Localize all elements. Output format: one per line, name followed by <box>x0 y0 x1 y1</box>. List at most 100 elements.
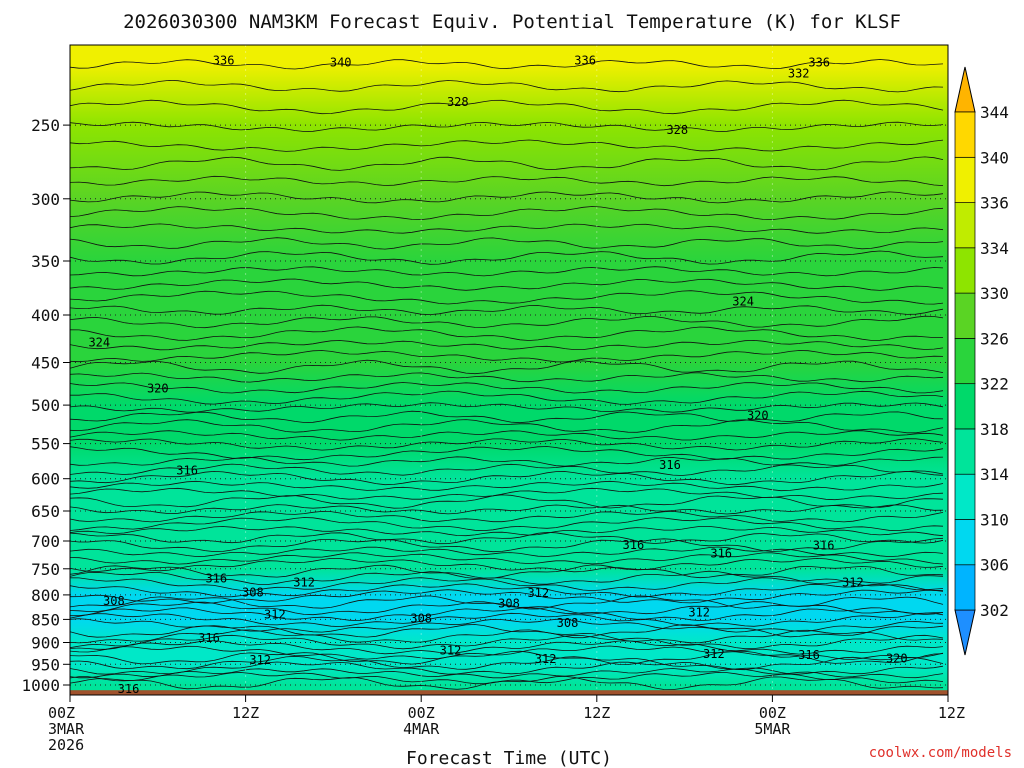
contour-label: 324 <box>88 335 110 349</box>
contour-line <box>70 470 944 486</box>
contour-label: 328 <box>447 95 469 109</box>
contour-line <box>70 557 944 573</box>
y-tick-label: 750 <box>31 560 60 579</box>
colorbar-swatch <box>954 383 976 430</box>
colorbar-label: 318 <box>980 420 1009 439</box>
contour-line <box>70 156 944 171</box>
contour-line <box>70 655 944 671</box>
x-tick-label: 4MAR <box>403 720 440 738</box>
contour-line <box>70 634 944 650</box>
y-tick-label: 950 <box>31 655 60 674</box>
contour-label: 312 <box>293 576 315 590</box>
colorbar-swatch <box>954 338 976 385</box>
contour-line <box>70 79 944 93</box>
contour-label: 316 <box>176 464 198 478</box>
colorbar-swatch <box>954 519 976 566</box>
contour-line <box>70 650 944 665</box>
contour-label: 320 <box>886 651 908 665</box>
y-tick-label: 1000 <box>21 676 60 695</box>
contour-line <box>70 526 944 537</box>
contour-label: 316 <box>118 682 140 696</box>
contour-line <box>70 290 944 305</box>
contour-label: 320 <box>147 382 169 396</box>
contour-line <box>70 570 944 585</box>
contour-line <box>70 206 944 221</box>
y-axis: 250 300 350 400 450 500 550 600 650 700 750 800 850 9… <box>21 116 70 695</box>
contour-line <box>70 564 944 579</box>
contour-line <box>70 629 944 644</box>
colorbar-label: 336 <box>980 194 1009 213</box>
x-tick-label: 12Z <box>583 704 610 722</box>
colorbar-label: 306 <box>980 556 1009 575</box>
chart-title: 2026030300 NAM3KM Forecast Equiv. Potent… <box>123 11 901 33</box>
colorbar-swatch <box>954 111 976 158</box>
colorbar-swatch <box>954 564 976 611</box>
colorbar-label: 340 <box>980 148 1009 167</box>
contour-line <box>70 640 944 655</box>
contour-line <box>70 675 944 691</box>
contour-label: 312 <box>703 647 725 661</box>
y-tick-label: 850 <box>31 610 60 629</box>
contour-line <box>70 607 944 622</box>
contour-line <box>70 382 944 394</box>
colorbar-swatch <box>954 247 976 294</box>
contour-line <box>70 456 944 467</box>
x-tick-label: 00Z <box>759 704 786 722</box>
credit-link[interactable]: coolwx.com/models <box>869 745 1012 761</box>
contour-label: 328 <box>666 123 688 137</box>
y-tick-label: 650 <box>31 502 60 521</box>
contour-label: 312 <box>535 652 557 666</box>
contour-label: 312 <box>842 576 864 590</box>
contour-line <box>70 350 944 363</box>
contour-line <box>70 494 944 509</box>
contour-line <box>70 223 944 234</box>
plot-area <box>70 45 948 695</box>
colorbar-swatch <box>954 202 976 249</box>
colorbar-label: 330 <box>980 284 1009 303</box>
contour-line <box>70 139 944 152</box>
colorbar-label: 344 <box>980 103 1009 122</box>
colorbar-swatch <box>954 428 976 475</box>
contour-lines <box>70 59 944 691</box>
contour-label: 308 <box>557 616 579 630</box>
x-tick-label: 00Z <box>408 704 435 722</box>
y-tick-label: 700 <box>31 532 60 551</box>
gridlines <box>70 45 948 695</box>
contour-line <box>70 546 944 558</box>
contour-line <box>70 175 944 187</box>
contour-line <box>70 99 944 115</box>
x-tick-label: 3MAR <box>48 720 85 738</box>
contour-line <box>70 438 944 451</box>
contour-label: 312 <box>440 644 462 658</box>
colorbar-swatch <box>954 156 976 203</box>
contour-line <box>70 339 944 351</box>
colorbar-swatch <box>954 292 976 339</box>
contour-label: 316 <box>205 571 227 585</box>
contour-line <box>70 517 944 532</box>
colorbar-bottom-arrow <box>954 609 976 656</box>
colorbar-label: 326 <box>980 329 1009 348</box>
contour-line <box>70 430 944 441</box>
ground-below-surface <box>70 690 948 695</box>
contour-line <box>70 487 944 501</box>
x-tick-label: 00Z <box>48 704 75 722</box>
y-tick-label: 500 <box>31 396 60 415</box>
y-tick-label: 600 <box>31 470 60 489</box>
contour-line <box>70 237 944 250</box>
contour-line <box>70 504 944 515</box>
contour-line <box>70 191 944 204</box>
contour-label: 316 <box>710 547 732 561</box>
contour-label: 336 <box>213 54 235 68</box>
contour-label: 308 <box>410 611 432 625</box>
contour-line <box>70 463 944 476</box>
contour-line <box>70 552 944 565</box>
contour-label: 316 <box>798 648 820 662</box>
contour-label: 312 <box>264 608 286 622</box>
contour-line <box>70 583 944 598</box>
y-tick-label: 250 <box>31 116 60 135</box>
contour-label: 324 <box>732 295 754 309</box>
contour-label: 320 <box>747 409 769 423</box>
contour-label: 316 <box>659 458 681 472</box>
